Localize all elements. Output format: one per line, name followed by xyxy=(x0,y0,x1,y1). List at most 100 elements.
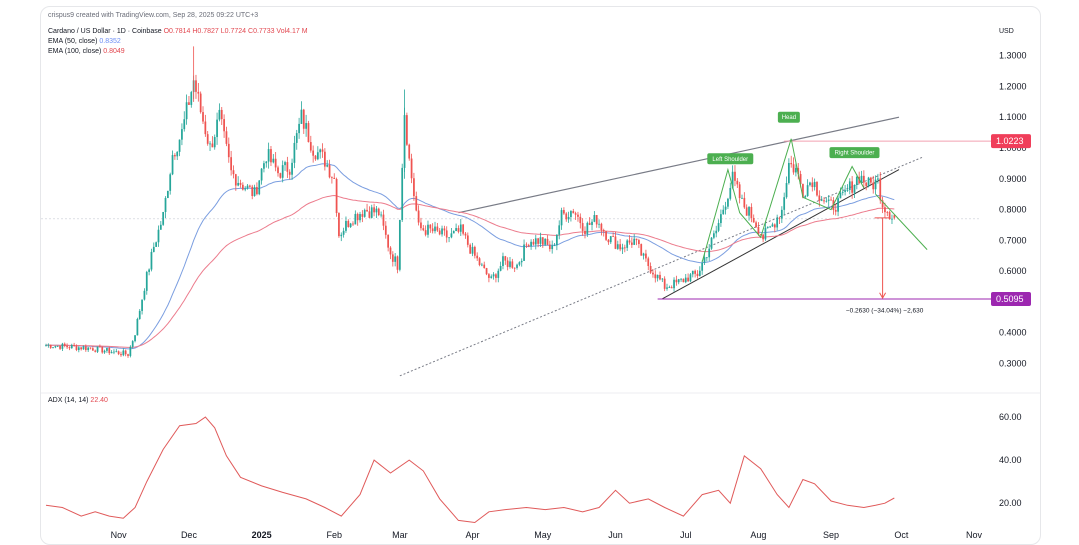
candle-body xyxy=(155,242,158,247)
candle-body xyxy=(853,184,856,193)
candle-body xyxy=(827,199,830,201)
candle-body xyxy=(675,279,678,283)
candle-body xyxy=(523,244,525,261)
candle-body xyxy=(802,184,804,198)
candle-body xyxy=(117,351,120,355)
candle-body xyxy=(748,206,750,216)
measure-text: −0.2630 (−34.04%) −2,630 xyxy=(846,308,924,315)
candle-body xyxy=(370,207,373,218)
candle-body xyxy=(830,199,832,201)
y-tick-label: 1.2000 xyxy=(999,81,1027,91)
candle-body xyxy=(633,238,636,245)
legend-ema50-label: EMA (50, close) xyxy=(48,38,98,45)
legend-ohlc: O0.7814 H0.7827 L0.7724 C0.7733 Vol4.17 … xyxy=(163,28,308,35)
candle-body xyxy=(120,354,122,356)
candle-body xyxy=(804,196,807,198)
candle-body xyxy=(300,109,303,124)
candle-body xyxy=(593,215,596,222)
candle-body xyxy=(565,213,568,220)
x-axis: Nov Dec 2025 Feb Mar Apr May Jun Jul Aug Sep Oct Nov xyxy=(111,530,983,540)
candle-body xyxy=(406,115,408,145)
candle-body xyxy=(457,228,460,232)
candle-body xyxy=(724,206,727,210)
candle-body xyxy=(80,347,83,350)
candle-body xyxy=(237,182,240,186)
candle-body xyxy=(349,223,352,227)
candle-body xyxy=(570,211,572,217)
left-shoulder-tag-label: Left Shoulder xyxy=(712,157,748,163)
candle-body xyxy=(694,270,697,274)
candle-body xyxy=(87,347,90,351)
x-tick-label: Apr xyxy=(465,530,479,540)
candle-body xyxy=(443,228,446,231)
candle-body xyxy=(352,223,354,225)
candle-body xyxy=(150,251,153,270)
candle-body xyxy=(309,142,312,151)
candle-body xyxy=(84,346,87,351)
candle-body xyxy=(727,198,729,207)
candle-body xyxy=(307,123,310,143)
legend-ema100: EMA (100, close) 0.8049 xyxy=(48,48,125,55)
candle-body xyxy=(607,239,610,243)
candle-body xyxy=(47,344,50,346)
candle-body xyxy=(825,200,828,202)
candle-body xyxy=(321,149,324,152)
candle-body xyxy=(769,226,771,228)
candle-body xyxy=(176,151,179,157)
candle-body xyxy=(752,217,755,223)
x-tick-label: Jul xyxy=(680,530,692,540)
candle-body xyxy=(328,165,331,178)
candle-body xyxy=(110,352,113,354)
candle-body xyxy=(185,102,188,120)
candle-body xyxy=(455,228,457,232)
candle-body xyxy=(668,287,671,288)
candle-body xyxy=(516,264,518,268)
candle-body xyxy=(776,217,779,228)
neckline xyxy=(662,169,900,300)
candle-body xyxy=(239,182,242,185)
candle-body xyxy=(715,230,718,234)
candle-body xyxy=(267,149,270,162)
candle-body xyxy=(785,183,788,198)
legend-ema100-value: 0.8049 xyxy=(103,48,125,55)
candle-body xyxy=(274,158,277,168)
candle-body xyxy=(206,134,209,144)
candle-body xyxy=(232,170,235,175)
candle-body xyxy=(331,177,333,179)
candle-body xyxy=(143,290,146,300)
candle-body xyxy=(363,209,366,217)
candle-body xyxy=(638,240,640,245)
candle-body xyxy=(602,230,605,232)
candle-body xyxy=(434,226,436,232)
candle-body xyxy=(816,181,818,196)
candle-body xyxy=(874,179,877,190)
candle-body xyxy=(335,178,338,214)
candle-body xyxy=(623,247,626,249)
candle-body xyxy=(166,190,169,198)
candle-body xyxy=(227,143,230,158)
candle-body xyxy=(537,238,539,244)
candle-body xyxy=(541,237,544,245)
candle-body xyxy=(115,351,118,353)
candle-body xyxy=(513,267,516,269)
candle-body xyxy=(94,350,97,352)
candle-body xyxy=(152,246,155,252)
candle-body xyxy=(445,230,448,238)
adx-y-tick-label: 40.00 xyxy=(999,455,1022,465)
candle-body xyxy=(490,276,493,278)
candle-body xyxy=(881,200,884,208)
right-shoulder-tag-bg xyxy=(829,147,880,159)
candle-body xyxy=(293,142,296,163)
candle-body xyxy=(574,213,577,215)
candle-body xyxy=(56,345,59,347)
price-chart[interactable]: −0.2630 (−34.04%) −2,630 Left Shoulder Hea… xyxy=(41,7,1040,544)
candle-body xyxy=(558,225,561,235)
candle-body xyxy=(659,274,661,280)
candle-body xyxy=(398,219,401,270)
candle-body xyxy=(619,244,622,250)
candle-body xyxy=(642,253,645,256)
candle-body xyxy=(661,278,664,280)
x-tick-label: Feb xyxy=(326,530,342,540)
candle-body xyxy=(169,174,172,191)
candle-body xyxy=(588,222,591,225)
